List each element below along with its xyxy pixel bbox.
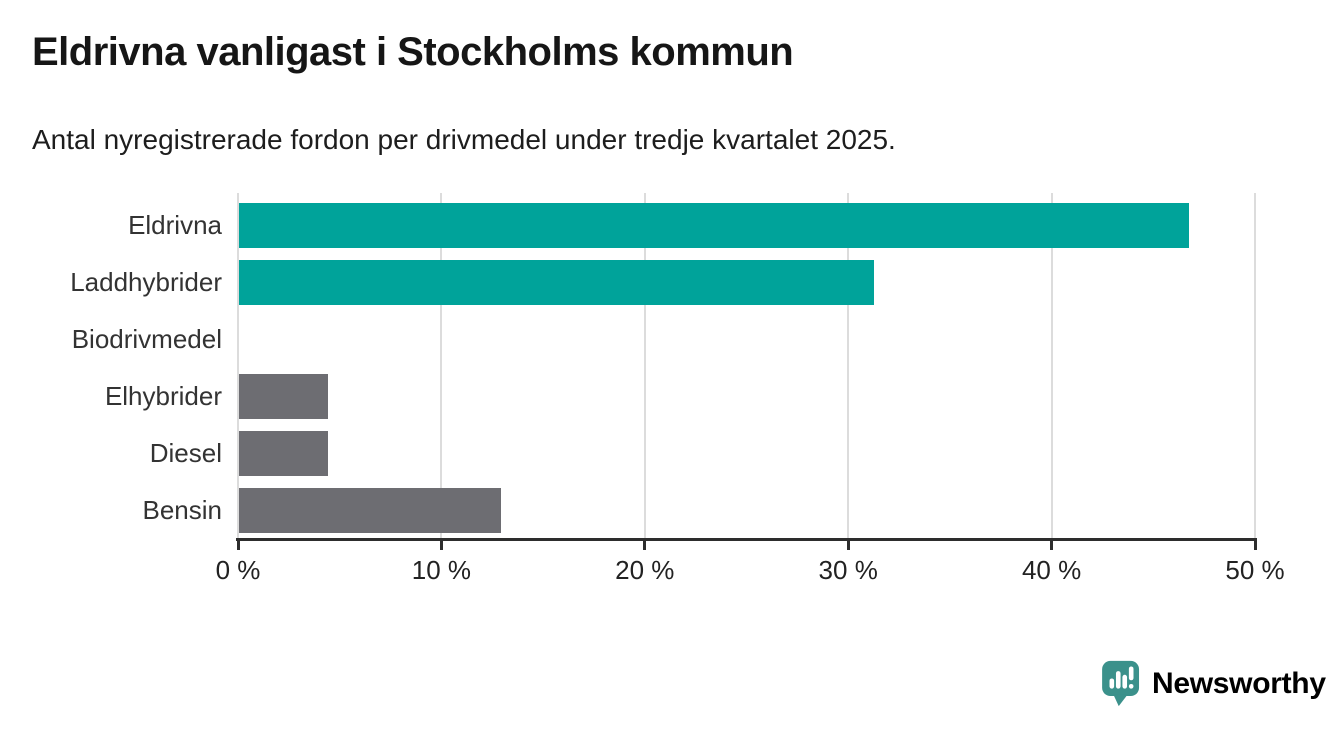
tick-label-0: 0 % — [215, 555, 261, 585]
tick-mark-30 — [846, 541, 850, 550]
newsworthy-chart-bubble-icon — [1102, 660, 1140, 707]
page-subtitle: Antal nyregistrerade fordon per drivmede… — [32, 124, 896, 155]
bar-laddhybrider — [239, 260, 874, 305]
tick-mark-0 — [236, 541, 240, 550]
gridline-40 — [1050, 193, 1053, 538]
x-axis-line — [236, 538, 1257, 541]
tick-mark-20 — [643, 541, 647, 550]
tick-mark-40 — [1050, 541, 1054, 550]
category-label-diesel: Diesel — [149, 438, 222, 468]
newsworthy-wordmark: Newsworthy — [1152, 667, 1326, 700]
gridline-20 — [643, 193, 646, 538]
category-label-bensin: Bensin — [142, 495, 223, 525]
tick-label-10: 10 % — [411, 555, 472, 585]
tick-mark-10 — [439, 541, 443, 550]
gridline-50 — [1254, 193, 1256, 538]
gridline-30 — [847, 193, 850, 538]
category-label-biodrivmedel: Biodrivmedel — [71, 324, 222, 354]
bar-eldrivna — [239, 203, 1189, 248]
tick-label-50: 50 % — [1225, 555, 1285, 585]
category-label-eldrivna: Eldrivna — [128, 210, 222, 240]
page-title: Eldrivna vanligast i Stockholms kommun — [32, 30, 794, 74]
category-label-laddhybrider: Laddhybrider — [70, 267, 222, 297]
tick-label-30: 30 % — [818, 555, 878, 585]
bar-bensin — [239, 488, 502, 533]
tick-label-40: 40 % — [1021, 555, 1082, 585]
gridline-10 — [440, 193, 443, 538]
gridline-0 — [237, 193, 239, 538]
bar-elhybrider — [239, 374, 329, 419]
tick-label-20: 20 % — [615, 555, 675, 585]
tick-mark-50 — [1253, 541, 1257, 550]
newsworthy-logo: Newsworthy — [1101, 660, 1326, 708]
category-label-elhybrider: Elhybrider — [104, 381, 222, 411]
bar-diesel — [239, 431, 329, 476]
bar-chart: Eldrivna Laddhybrider Biodrivmedel Elhybrid… — [70, 193, 1285, 585]
